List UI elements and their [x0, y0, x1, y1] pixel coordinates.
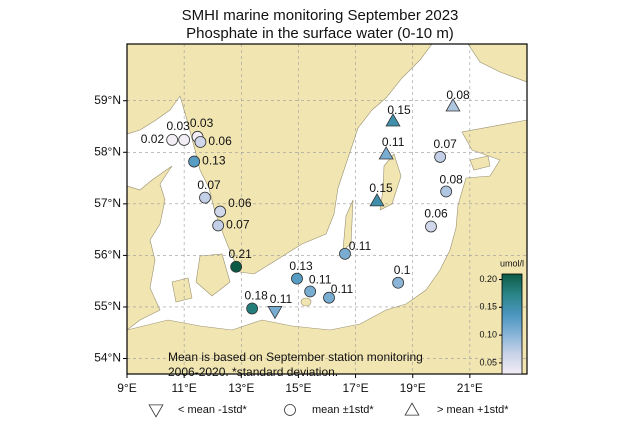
station-label: 0.03 — [190, 116, 214, 130]
station-label: 0.07 — [433, 137, 457, 151]
colorbar-title: umol/l — [500, 258, 524, 268]
colorbar-gradient — [501, 273, 523, 375]
station-label: 0.11 — [270, 292, 293, 306]
funen — [171, 277, 193, 303]
colorbar-tick-label: 0.20 — [479, 274, 497, 284]
zealand — [195, 253, 231, 297]
station-marker — [445, 98, 461, 112]
station-label: 0.13 — [289, 259, 313, 273]
y-tick-label: 58°N — [94, 144, 121, 158]
station-marker — [323, 291, 335, 304]
station-marker — [188, 155, 201, 168]
station-marker — [214, 205, 227, 218]
station-label: 0.06 — [208, 134, 232, 148]
station-label: 0.06 — [424, 207, 448, 221]
station-marker — [434, 151, 447, 163]
x-tick-label: 11°E — [172, 381, 197, 395]
station-marker — [440, 185, 453, 198]
x-tick-label: 19°E — [400, 381, 426, 395]
station-marker — [267, 306, 283, 320]
x-tick-label: 9°E — [117, 381, 136, 395]
station-label: 0.11 — [331, 282, 354, 296]
y-tick-label: 57°N — [94, 196, 121, 210]
oland — [342, 199, 354, 251]
legend-symbol — [148, 404, 164, 418]
saaremaa — [469, 155, 491, 171]
station-label: 0.21 — [228, 247, 252, 261]
legend-label: mean ±1std* — [312, 404, 374, 416]
title: SMHI marine monitoring September 2023 — [182, 7, 459, 24]
station-label: 0.06 — [228, 196, 252, 210]
x-tick-label: 15°E — [285, 381, 311, 395]
y-tick-label: 55°N — [94, 299, 121, 313]
station-label: 0.15 — [369, 181, 393, 195]
y-tick-label: 56°N — [94, 248, 121, 262]
station-marker — [178, 134, 191, 146]
station-marker — [212, 219, 225, 232]
station-label: 0.13 — [202, 154, 226, 168]
station-marker — [425, 220, 437, 233]
station-label: 0.03 — [166, 119, 190, 133]
colorbar-tick-label: 0.05 — [479, 357, 497, 367]
station-marker — [291, 272, 303, 285]
y-tick-label: 59°N — [94, 93, 121, 107]
station-marker — [378, 146, 394, 160]
station-marker — [199, 191, 211, 204]
station-label: 0.11 — [309, 273, 332, 287]
station-label: 0.08 — [446, 88, 470, 102]
south-coast — [127, 119, 527, 374]
station-marker — [304, 285, 317, 298]
colorbar-tick-label: 0.10 — [479, 329, 497, 339]
y-tick-label: 54°N — [94, 351, 121, 365]
station-marker — [194, 136, 207, 148]
note-line: 2006-2020. *standard deviation. — [168, 365, 338, 379]
legend: < mean -1std* mean ±1std* > mean +1std* — [148, 402, 509, 418]
x-tick-label: 13°E — [228, 381, 254, 395]
station-label: 0.07 — [226, 218, 250, 232]
station-marker — [385, 113, 401, 127]
station-marker — [166, 134, 179, 146]
note-line: Mean is based on September station monit… — [168, 350, 423, 364]
station-label: 0.02 — [141, 132, 165, 146]
station-marker — [246, 302, 259, 315]
station-marker — [339, 247, 351, 260]
legend-label: < mean -1std* — [178, 404, 248, 416]
colorbar-tick-label: 0.15 — [479, 302, 497, 312]
legend-symbol — [284, 404, 296, 416]
station-label: 0.18 — [244, 289, 268, 303]
map-frame — [126, 43, 528, 375]
stations: 0.020.03 0.030.060.130.070.060.070.210.18… — [141, 88, 470, 320]
finland — [467, 44, 527, 83]
bornholm — [300, 297, 312, 307]
x-tick-label: 17°E — [342, 381, 368, 395]
station-label: 0.11 — [349, 239, 372, 253]
station-marker — [369, 193, 385, 207]
station-label: 0.1 — [394, 263, 411, 277]
colorbar: umol/l0.20 0.15 0.10 0.05 — [479, 258, 524, 375]
x-tick-label: 21°E — [457, 381, 483, 395]
station-label: 0.08 — [439, 173, 463, 187]
station-marker — [230, 260, 243, 273]
station-label: 0.11 — [382, 135, 405, 149]
legend-symbol — [404, 402, 420, 416]
station-label: 0.07 — [197, 178, 221, 192]
land — [127, 44, 527, 374]
legend-label: > mean +1std* — [437, 404, 509, 416]
station-label: 0.15 — [387, 103, 411, 117]
station-marker — [392, 276, 405, 289]
subtitle: Phosphate in the surface water (0-10 m) — [186, 25, 454, 42]
